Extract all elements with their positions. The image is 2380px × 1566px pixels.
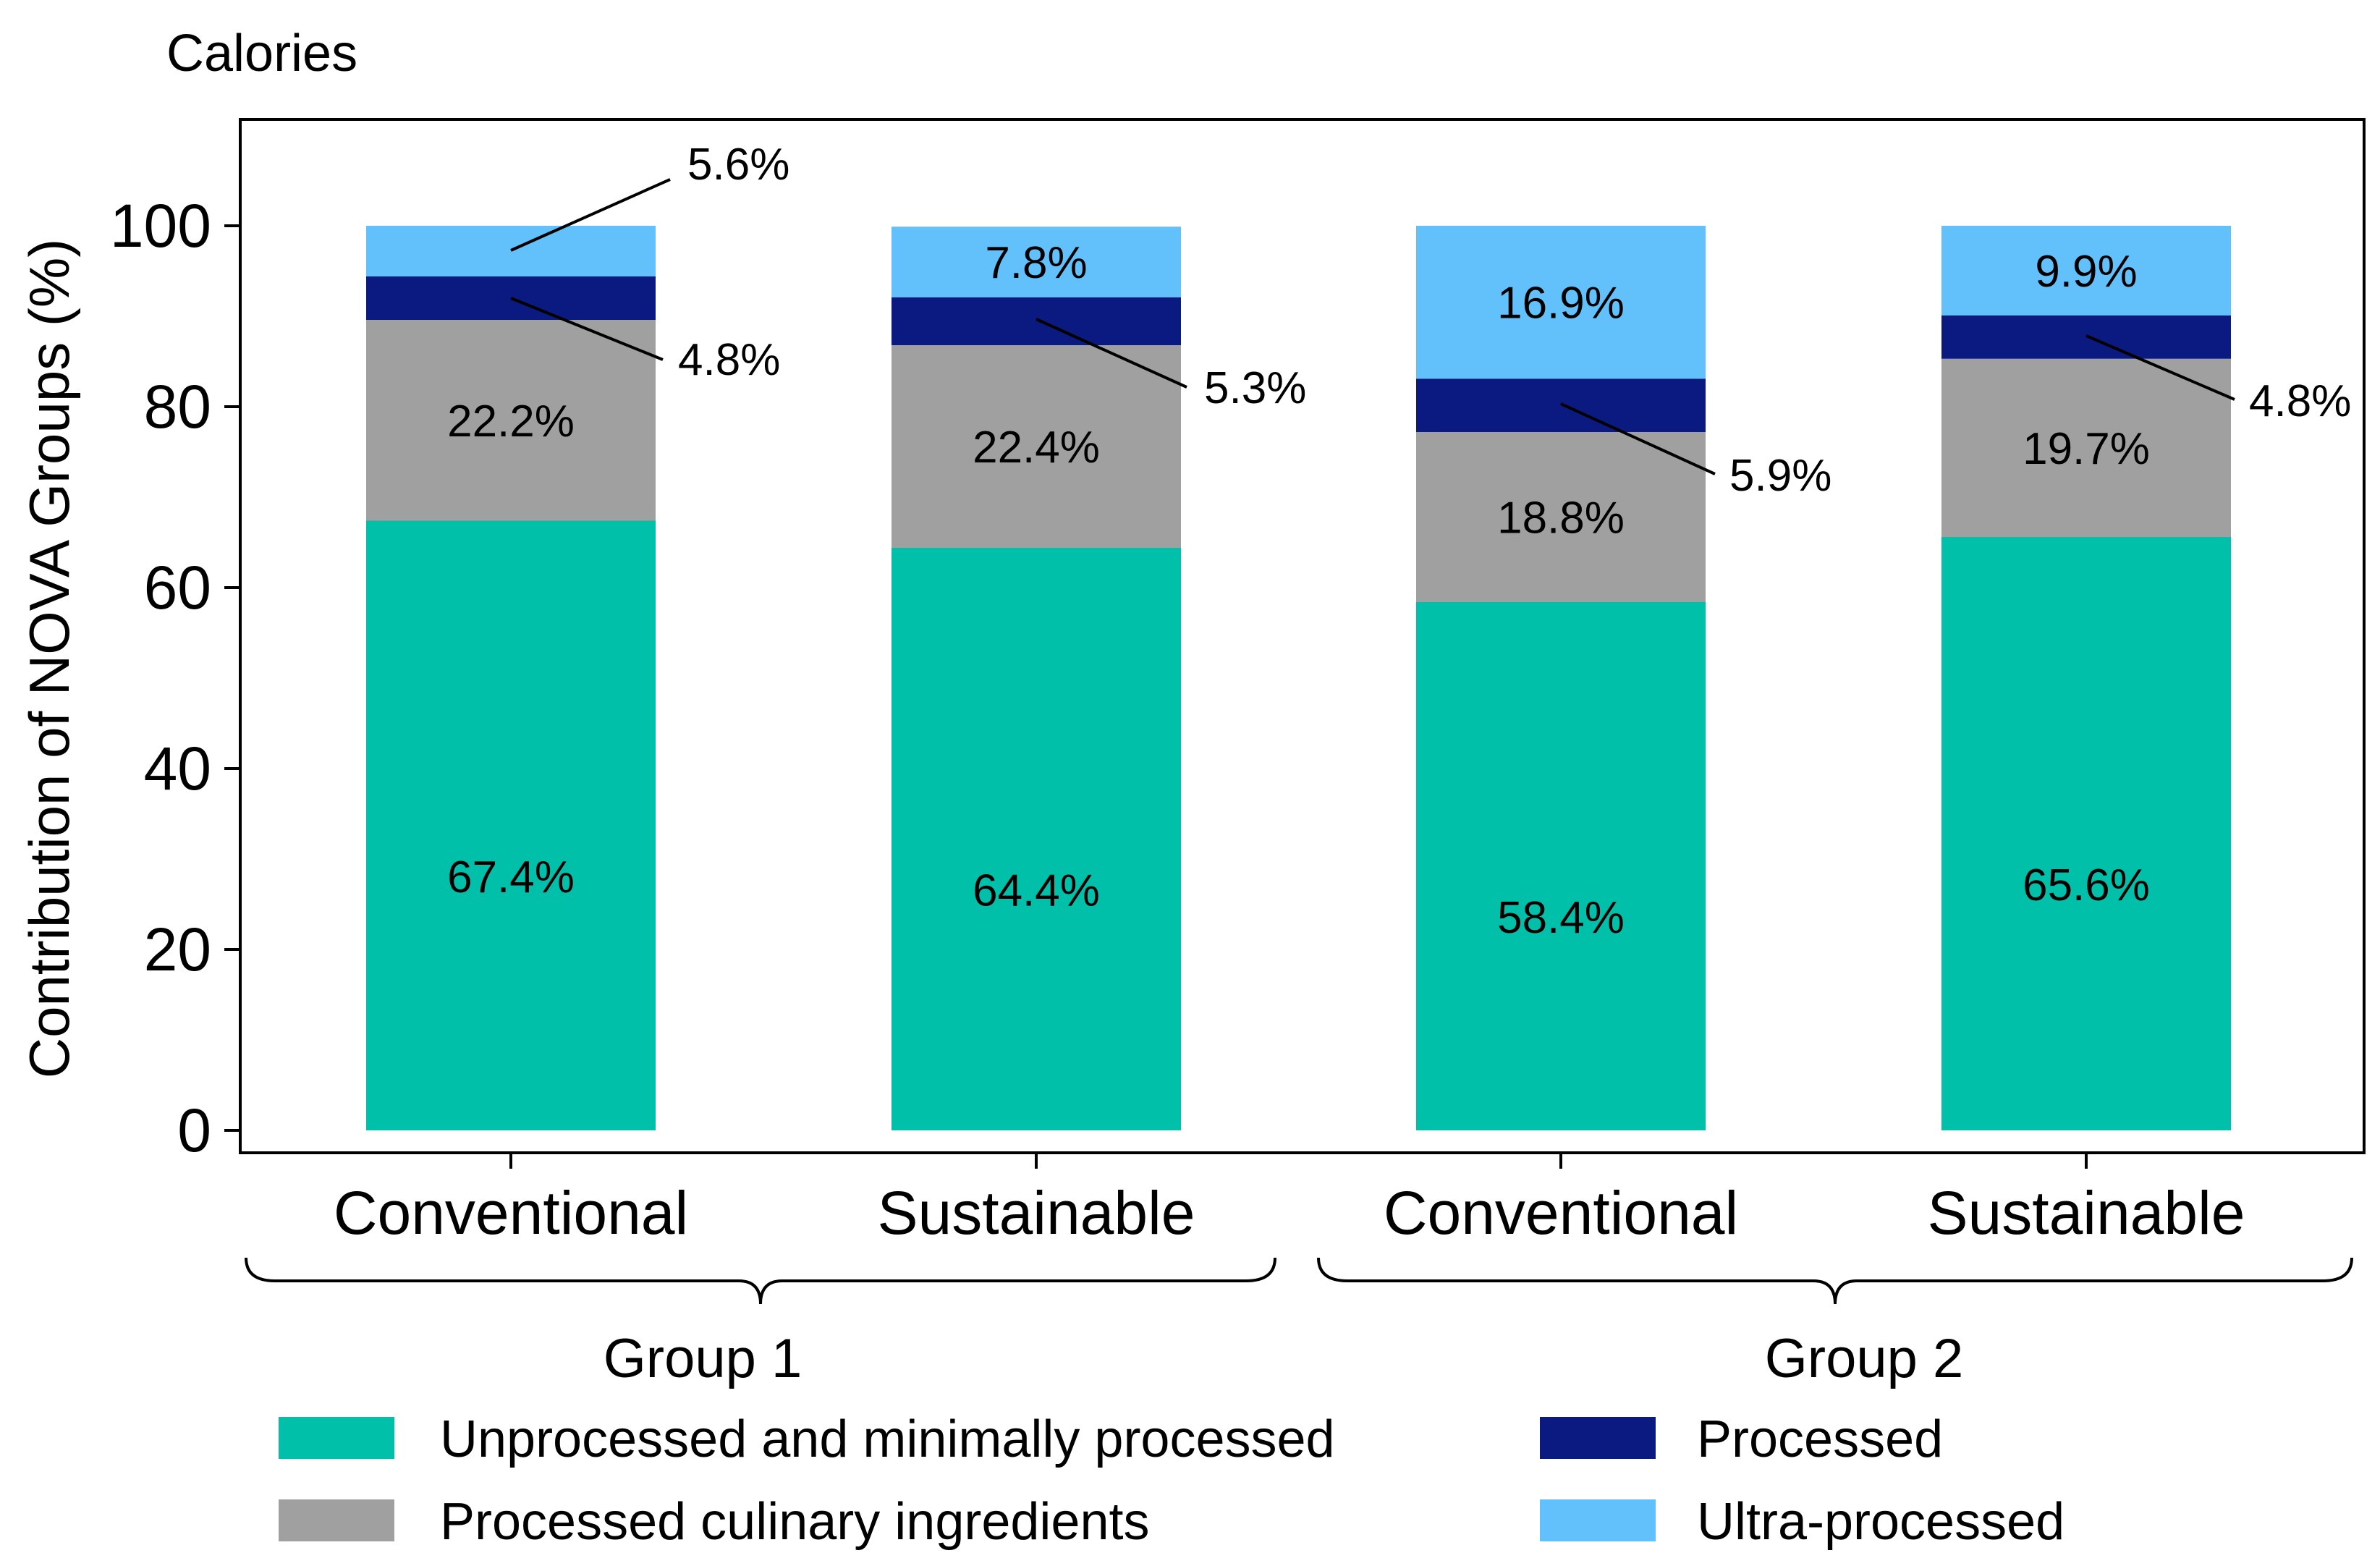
bar-segment: [1416, 602, 1706, 1130]
x-tick-label: Sustainable: [1928, 1179, 2245, 1247]
x-tick-label: Sustainable: [878, 1179, 1195, 1247]
legend-swatch: [1540, 1499, 1656, 1541]
bar-segment: [366, 520, 656, 1130]
y-tick-label: 0: [177, 1096, 211, 1164]
data-label: 65.6%: [2023, 860, 2150, 910]
group-brace: [245, 1257, 1276, 1305]
data-label: 22.2%: [447, 397, 575, 446]
bar-segment: [892, 227, 1181, 297]
callout-line: [1036, 318, 1187, 389]
data-label: 4.8%: [678, 335, 780, 385]
chart-title: Calories: [166, 25, 357, 82]
bar-segment: [1416, 432, 1706, 602]
legend-swatch: [279, 1417, 394, 1459]
legend-label: Processed culinary ingredients: [440, 1493, 1150, 1551]
data-label: 19.7%: [2023, 424, 2150, 474]
legend-swatch: [1540, 1417, 1656, 1459]
group-braces: Group 1 Group 2: [245, 1257, 2353, 1389]
group-label: Group 2: [1765, 1328, 1964, 1389]
bars: 67.4% 22.2% 4.8% 5.6% 64.4% 22.4% 5.3% 7.8% 58.4…: [366, 140, 2351, 1130]
data-label: 18.8%: [1497, 494, 1625, 543]
data-label: 67.4%: [447, 852, 575, 902]
bar-segment: [1941, 226, 2231, 316]
group-brace: [1317, 1257, 2353, 1305]
bar-segment: [892, 548, 1181, 1130]
y-tick-label: 100: [110, 192, 211, 260]
legend-swatch: [279, 1499, 394, 1541]
data-label: 7.8%: [985, 238, 1087, 288]
data-label: 16.9%: [1497, 279, 1625, 329]
bar-segment: [366, 226, 656, 276]
x-axis-ticks: Conventional Sustainable Conventional Susta…: [334, 1153, 2245, 1247]
bar-segment: [1416, 226, 1706, 379]
data-label: 5.6%: [687, 140, 789, 190]
x-tick-label: Conventional: [1384, 1179, 1738, 1247]
callout-line: [510, 178, 671, 252]
data-label: 5.9%: [1729, 451, 1831, 501]
legend-label: Ultra-processed: [1697, 1493, 2064, 1551]
callout-line: [1560, 402, 1716, 475]
legend-label: Processed: [1697, 1410, 1943, 1468]
x-tick-label: Conventional: [334, 1179, 688, 1247]
callout-line: [510, 297, 664, 361]
data-label: 5.3%: [1204, 363, 1306, 413]
data-label: 22.4%: [973, 423, 1100, 473]
group-label: Group 1: [604, 1328, 802, 1389]
bar-segment: [1941, 537, 2231, 1130]
callout-line: [2085, 334, 2235, 401]
y-axis-ticks: 0 20 40 60 80 100: [110, 192, 240, 1164]
plot-frame: [239, 118, 2366, 1154]
bar-segment: [1941, 358, 2231, 537]
legend: Unprocessed and minimally processed Proce…: [279, 1410, 2064, 1551]
y-tick-label: 80: [144, 373, 211, 441]
y-tick-label: 20: [144, 915, 211, 983]
data-label: 58.4%: [1497, 893, 1625, 943]
bar-segment: [892, 297, 1181, 345]
bar-segment: [892, 345, 1181, 548]
bar-segment: [366, 320, 656, 521]
y-axis-label: Contribution of NOVA Groups (%): [17, 239, 81, 1078]
data-label: 9.9%: [2035, 247, 2137, 297]
y-tick-label: 60: [144, 554, 211, 622]
y-tick-label: 40: [144, 735, 211, 803]
legend-label: Unprocessed and minimally processed: [440, 1410, 1335, 1468]
data-label: 64.4%: [973, 866, 1100, 916]
data-label: 4.8%: [2249, 376, 2351, 426]
